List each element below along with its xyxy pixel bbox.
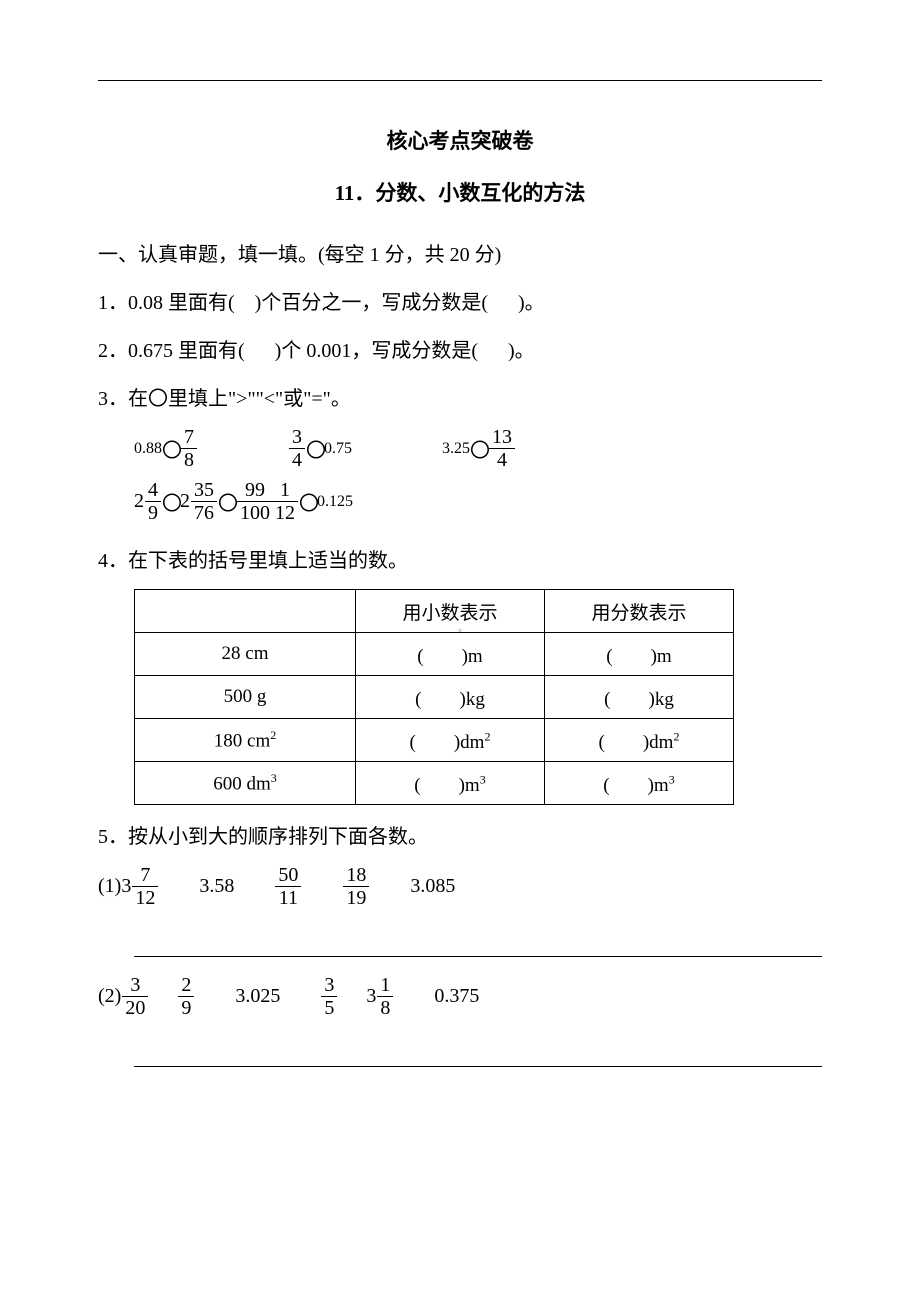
- title-sub: 11．分数、小数互化的方法: [98, 177, 822, 207]
- cell-blank[interactable]: ( )dm2: [545, 719, 734, 762]
- compare-circle[interactable]: 〇: [306, 434, 324, 463]
- table-row: 600 dm3 ( )m3 ( )m3: [135, 762, 734, 805]
- th-fraction: 用分数表示: [545, 590, 734, 633]
- q3r1-a: 0.88: [134, 440, 162, 458]
- title-main: 核心考点突破卷: [98, 125, 822, 155]
- value: 0.375: [434, 985, 479, 1008]
- fraction: 1819: [343, 865, 369, 908]
- fraction: 112: [272, 480, 298, 523]
- th-decimal: 用小数表示: [356, 590, 545, 633]
- table-row: 28 cm ( )m ( )m: [135, 633, 734, 676]
- question-3-heading: 3．在〇里填上">""<"或"="。: [98, 379, 822, 419]
- question-1: 1．0.08 里面有( )个百分之一，写成分数是( )。: [98, 283, 822, 323]
- cell-blank[interactable]: ( )m: [356, 633, 545, 676]
- compare-circle[interactable]: 〇: [470, 434, 488, 463]
- th-blank: [135, 590, 356, 633]
- fraction: 29: [178, 975, 194, 1018]
- question-2: 2．0.675 里面有( )个 0.001，写成分数是( )。: [98, 331, 822, 371]
- fraction: 99100: [237, 480, 273, 523]
- value: 3.025: [235, 985, 280, 1008]
- fraction: 78: [181, 427, 197, 470]
- compare-circle[interactable]: 〇: [162, 434, 180, 463]
- mixed-number: 3712: [121, 865, 159, 908]
- q5-1-label: (1): [98, 875, 121, 898]
- cell-value: 600 dm3: [135, 762, 356, 805]
- cell-blank[interactable]: ( )kg: [356, 676, 545, 719]
- q5-part1: (1) 3712 3.58 5011 1819 3.085: [98, 865, 822, 908]
- mixed-number: 318: [366, 975, 394, 1018]
- q2-text-b: )个 0.001，写成分数是(: [275, 340, 478, 362]
- worksheet-page: 核心考点突破卷 11．分数、小数互化的方法 一、认真审题，填一填。(每空 1 分…: [0, 0, 920, 1302]
- q1-text-b: )个百分之一，写成分数是(: [255, 292, 488, 314]
- q5-2-label: (2): [98, 985, 121, 1008]
- cell-value: 180 cm2: [135, 719, 356, 762]
- conversion-table: 用小数表示 用分数表示 28 cm ( )m ( )m 500 g ( )kg …: [134, 589, 734, 805]
- cell-blank[interactable]: ( )dm2: [356, 719, 545, 762]
- cell-blank[interactable]: ( )kg: [545, 676, 734, 719]
- question-5-heading: 5．按从小到大的顺序排列下面各数。: [98, 817, 822, 857]
- q3-row2: 249 〇 23576 〇 99100 112 〇 0.125: [98, 480, 822, 523]
- table-header-row: 用小数表示 用分数表示: [135, 590, 734, 633]
- q1-text-a: 1．0.08 里面有(: [98, 292, 235, 314]
- q3r1-c: 3.25: [442, 440, 470, 458]
- answer-line[interactable]: [134, 1046, 822, 1067]
- mixed-number: 23576: [180, 480, 218, 523]
- cell-blank[interactable]: ( )m3: [356, 762, 545, 805]
- mixed-number: 249: [134, 480, 162, 523]
- fraction: 320: [122, 975, 148, 1018]
- question-4-heading: 4．在下表的括号里填上适当的数。: [98, 541, 822, 581]
- cell-blank[interactable]: ( )m3: [545, 762, 734, 805]
- table-row: 500 g ( )kg ( )kg: [135, 676, 734, 719]
- cell-blank[interactable]: ( )m: [545, 633, 734, 676]
- value: 3.085: [410, 875, 455, 898]
- compare-circle[interactable]: 〇: [218, 487, 236, 516]
- table-row: 180 cm2 ( )dm2 ( )dm2: [135, 719, 734, 762]
- page-center-marker-icon: ◦: [458, 625, 462, 637]
- cell-value: 28 cm: [135, 633, 356, 676]
- q2-text-c: )。: [508, 340, 535, 362]
- fraction: 134: [489, 427, 515, 470]
- fraction: 5011: [275, 865, 301, 908]
- compare-circle[interactable]: 〇: [162, 487, 180, 516]
- fraction: 35: [321, 975, 337, 1018]
- compare-circle[interactable]: 〇: [299, 487, 317, 516]
- q3-row1: 0.88 〇 78 34 〇 0.75 3.25 〇 134: [98, 427, 822, 470]
- q3r1-b: 0.75: [324, 440, 352, 458]
- top-rule: [98, 80, 822, 81]
- q1-text-c: )。: [518, 292, 545, 314]
- fraction: 34: [289, 427, 305, 470]
- answer-line[interactable]: [134, 936, 822, 957]
- cell-value: 500 g: [135, 676, 356, 719]
- q5-part2: (2) 320 29 3.025 35 318 0.375: [98, 975, 822, 1018]
- section-heading: 一、认真审题，填一填。(每空 1 分，共 20 分): [98, 235, 822, 275]
- q3r2-tail: 0.125: [317, 493, 353, 511]
- q2-text-a: 2．0.675 里面有(: [98, 340, 245, 362]
- value: 3.58: [199, 875, 234, 898]
